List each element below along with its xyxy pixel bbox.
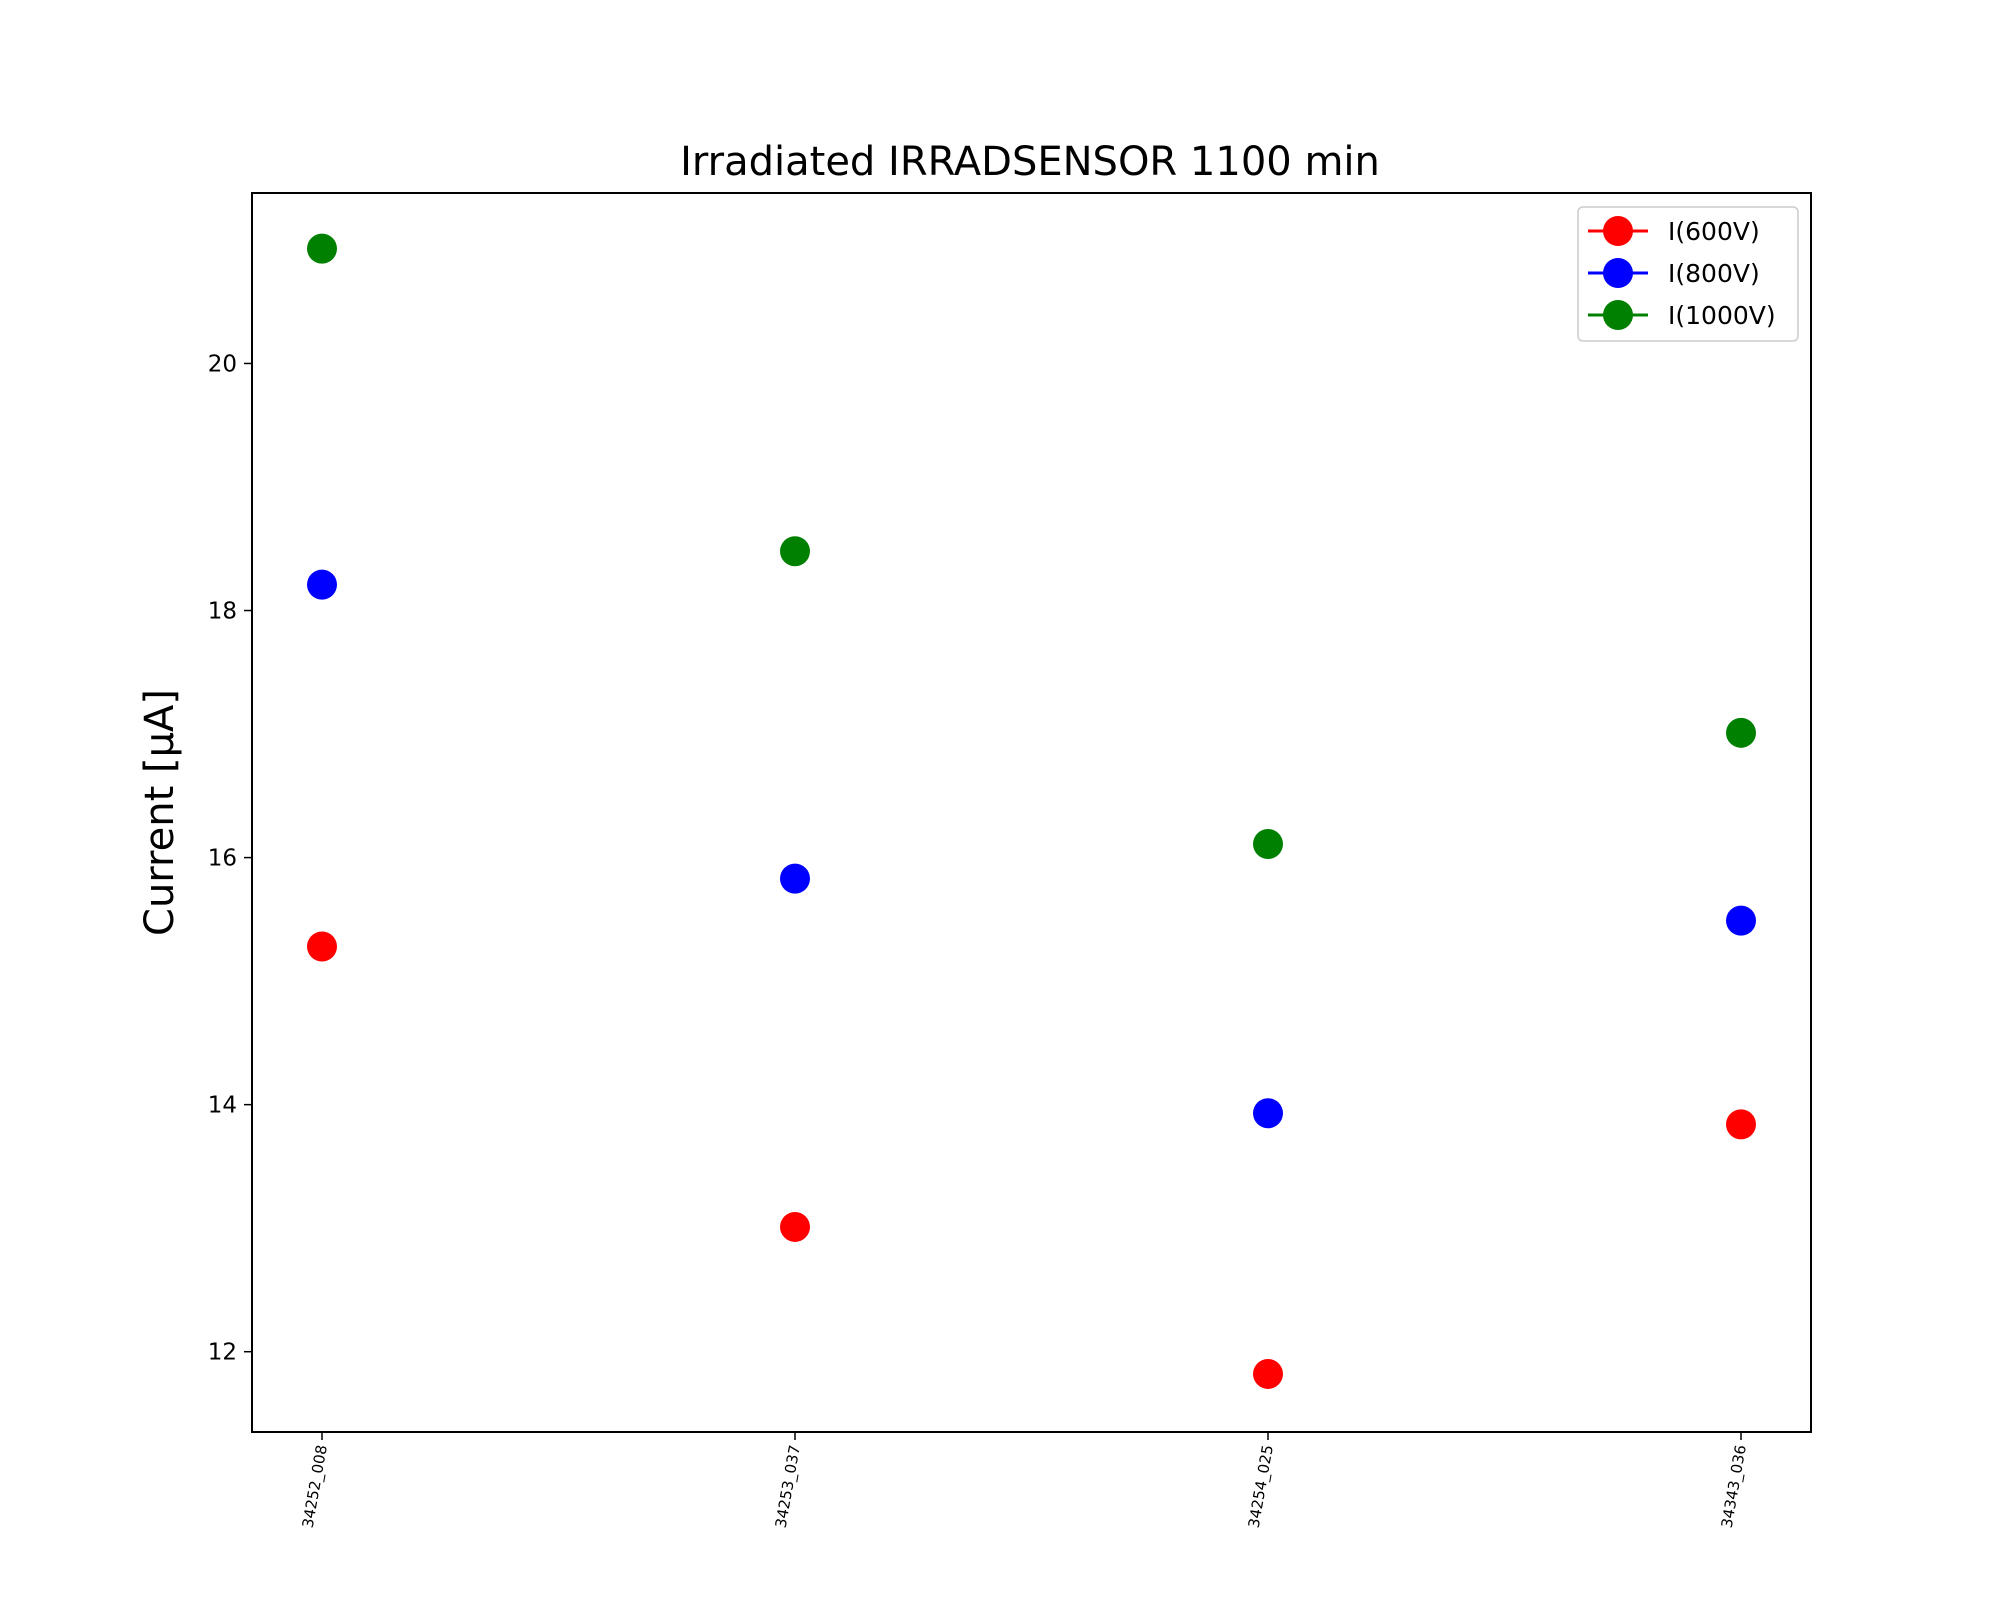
legend: I(600V) I(800V) I(1000V) — [1577, 206, 1799, 342]
data-point-0-1 — [780, 1211, 810, 1242]
y-tick-label: 16 — [208, 846, 237, 872]
data-point-2-3 — [1726, 717, 1756, 748]
data-point-2-2 — [1253, 829, 1283, 859]
y-axis-ticks: 12 14 16 18 20 — [208, 351, 252, 1366]
legend-label-2: I(1000V) — [1668, 301, 1776, 330]
y-tick-label: 18 — [208, 599, 237, 625]
data-point-0-3 — [1726, 1109, 1756, 1140]
legend-label-0: I(600V) — [1668, 217, 1760, 246]
chart-title: Irradiated IRRADSENSOR 1100 min — [680, 139, 1380, 185]
legend-marker-0 — [1603, 216, 1633, 246]
plot-area — [251, 192, 1812, 1433]
legend-marker-2 — [1603, 300, 1633, 330]
data-point-1-0 — [307, 569, 337, 600]
y-tick-label: 20 — [208, 351, 237, 377]
data-point-0-2 — [1253, 1358, 1283, 1389]
data-point-0-0 — [307, 931, 337, 962]
data-point-2-0 — [307, 233, 337, 264]
data-point-2-1 — [780, 536, 810, 567]
data-point-1-1 — [780, 863, 810, 894]
data-point-1-3 — [1726, 905, 1756, 936]
data-point-1-2 — [1253, 1098, 1283, 1129]
legend-marker-1 — [1603, 258, 1633, 288]
legend-box — [1577, 206, 1799, 342]
y-axis-label: Current [μA] — [137, 689, 183, 936]
y-tick-label: 14 — [208, 1093, 237, 1119]
y-tick-label: 12 — [208, 1340, 237, 1366]
data-points — [307, 233, 1756, 1389]
legend-label-1: I(800V) — [1668, 259, 1760, 288]
